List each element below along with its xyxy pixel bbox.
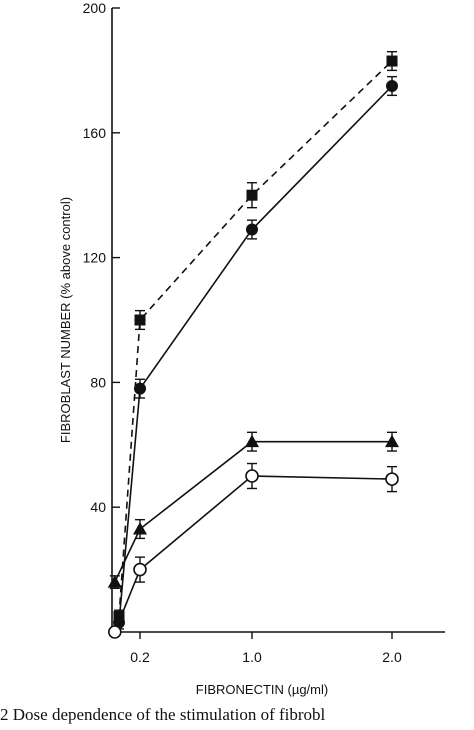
data-point-circle	[134, 382, 146, 395]
x-tick-label-2.0: 2.0	[382, 649, 402, 665]
series-line-triangle-filled	[114, 440, 392, 583]
data-point-triangle	[385, 434, 399, 448]
data-point-circle	[246, 223, 258, 236]
x-tick-label-0.2: 0.2	[130, 649, 150, 665]
figure-caption: 2 Dose dependence of the stimulation of …	[0, 705, 326, 724]
series-square-filled	[113, 50, 398, 624]
data-point-circle	[386, 80, 398, 92]
data-point-open-circle	[133, 562, 147, 577]
series-line-circle-open	[114, 475, 393, 633]
y-tick-label-40: 40	[90, 499, 106, 515]
data-point-square	[386, 55, 398, 67]
y-tick-label-80: 80	[90, 374, 106, 390]
data-point-square	[134, 314, 146, 326]
y-tick-label-120: 120	[83, 250, 107, 266]
y-axis-label: FIBROBLAST NUMBER (% above control)	[58, 197, 73, 443]
y-tick-label-160: 160	[83, 125, 107, 141]
x-axis-label: FIBRONECTIN (µg/ml)	[196, 682, 328, 697]
data-point-triangle	[107, 575, 122, 588]
series-line-square-filled	[118, 60, 393, 617]
ticks: 40 80 120 160 200 0.2 1.0 2.0	[83, 0, 402, 665]
data-point-triangle	[245, 434, 259, 448]
x-tick-label-1.0: 1.0	[242, 649, 262, 665]
data-point-open-circle	[385, 472, 399, 486]
series-line-circle-filled	[118, 85, 393, 623]
chart: 40 80 120 160 200 0.2 1.0 2.0 FIBRONECTIN (µg/m…	[58, 0, 445, 697]
series-circle-filled	[113, 75, 398, 630]
data-point-open-circle	[108, 625, 122, 639]
y-tick-label-200: 200	[83, 0, 107, 16]
data-point-square	[246, 189, 258, 201]
data-point-open-circle	[245, 469, 259, 483]
series-layer	[107, 50, 399, 639]
series-circle-open	[108, 462, 399, 639]
series-triangle-filled	[107, 431, 399, 590]
axes	[111, 8, 445, 633]
data-point-triangle	[133, 522, 147, 535]
